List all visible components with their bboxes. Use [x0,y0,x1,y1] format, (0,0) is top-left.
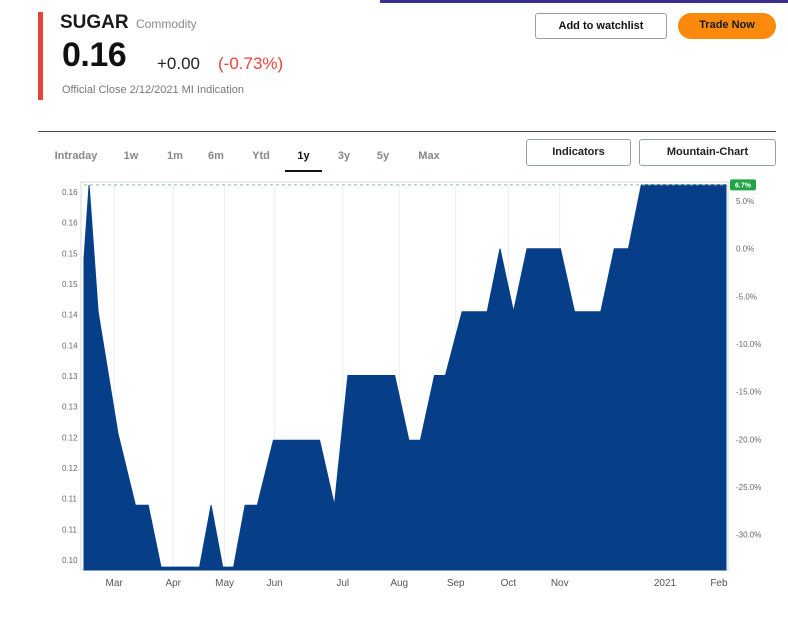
y-axis-left: 0.16 0.16 0.15 0.15 0.14 0.14 0.13 0.13 0.12 0.12… [62,188,78,565]
tab-3y[interactable]: 3y [337,150,351,162]
y-left-tick-12: 0.10 [62,556,78,565]
tab-5y[interactable]: 5y [376,150,390,162]
asset-type: Commodity [136,17,197,31]
y-left-tick-2: 0.15 [62,249,78,258]
x-tick-10: Feb [710,578,728,589]
tab-max[interactable]: Max [418,150,440,162]
price-change: +0.00 [157,54,201,73]
section-divider [38,131,776,132]
y-left-tick-10: 0.11 [62,495,78,504]
x-tick-1: Apr [165,578,181,589]
y-left-tick-5: 0.14 [62,341,78,350]
y-right-tick-2: -5.0% [736,292,757,301]
tab-intraday[interactable]: Intraday [54,150,98,162]
y-left-tick-11: 0.11 [62,525,78,534]
y-right-tick-1: 0.0% [736,245,754,254]
x-tick-3: Jun [267,578,283,589]
last-price: 0.16 [62,36,127,74]
last-value-badge: 6.7% [730,179,756,191]
x-tick-7: Oct [501,578,517,589]
indicators-button[interactable]: Indicators [526,139,631,166]
add-to-watchlist-button[interactable]: Add to watchlist [535,13,667,39]
x-tick-2: May [215,578,234,589]
y-left-tick-8: 0.12 [62,433,78,442]
y-right-tick-3: -10.0% [736,340,761,349]
y-right-tick-6: -25.0% [736,483,761,492]
close-info: Official Close 2/12/2021 MI Indication [62,84,245,96]
x-tick-4: Jul [336,578,349,589]
price-change-percent: (-0.73%) [218,54,284,73]
y-right-tick-5: -20.0% [736,435,761,444]
tab-1w[interactable]: 1w [123,150,139,162]
tab-ytd[interactable]: Ytd [252,150,270,162]
last-value-label: 6.7% [735,182,752,189]
y-right-tick-4: -15.0% [736,388,761,397]
tab-1m[interactable]: 1m [167,150,183,162]
x-tick-8: Nov [551,578,569,589]
y-left-tick-3: 0.15 [62,280,78,289]
y-left-tick-0: 0.16 [62,188,78,197]
symbol: SUGAR [60,12,129,33]
y-left-tick-6: 0.13 [62,372,78,381]
last-value-badge-bg [730,179,756,191]
top-accent-bar [380,0,788,3]
y-left-tick-4: 0.14 [62,311,78,320]
y-right-tick-0: 5.0% [736,197,754,206]
y-left-tick-7: 0.13 [62,403,78,412]
y-left-tick-1: 0.16 [62,219,78,228]
y-right-tick-7: -30.0% [736,531,761,540]
x-tick-6: Sep [447,578,465,589]
chart-area-layer [83,184,727,571]
x-tick-5: Aug [390,578,408,589]
x-tick-0: Mar [106,578,124,589]
tab-6m[interactable]: 6m [208,150,224,162]
x-tick-9: 2021 [654,578,677,589]
tab-1y[interactable]: 1y [285,144,322,172]
series-area [83,184,727,571]
y-axis-right: 5.0% 0.0% -5.0% -10.0% -15.0% -20.0% -25.0% -30… [736,197,761,540]
y-left-tick-9: 0.12 [62,464,78,473]
change-indicator-bar [38,12,43,100]
chart-type-button[interactable]: Mountain-Chart [639,139,776,166]
x-axis: Mar Apr May Jun Jul Aug Sep Oct Nov 2021 Feb [106,578,728,589]
trade-now-button[interactable]: Trade Now [678,13,776,39]
